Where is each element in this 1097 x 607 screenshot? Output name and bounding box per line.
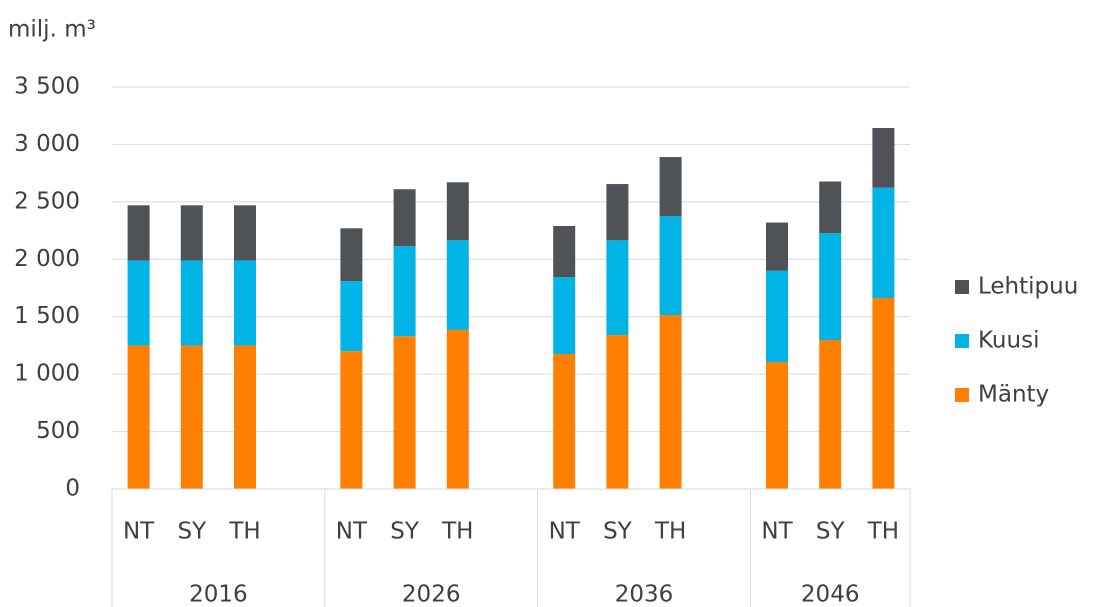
- x-tick-label: TH: [867, 519, 899, 545]
- bar-segment: [659, 216, 682, 315]
- bar-segment: [553, 225, 576, 278]
- bar-segment: [234, 205, 256, 261]
- x-tick-label: SY: [390, 519, 420, 545]
- x-tick-label: NT: [549, 519, 581, 545]
- legend-label: Kuusi: [978, 328, 1039, 354]
- bar-segment: [340, 281, 363, 352]
- group-label: 2016: [189, 582, 248, 607]
- bar-segment: [393, 189, 416, 247]
- bar-segment: [553, 277, 576, 355]
- bar-segment: [446, 329, 469, 489]
- x-tick-label: NT: [336, 519, 368, 545]
- bar-segment: [446, 240, 469, 330]
- y-axis-label: milj. m³: [8, 17, 96, 43]
- bar-segment: [819, 181, 842, 234]
- legend-label: Mänty: [978, 382, 1049, 408]
- bar-segment: [180, 205, 203, 261]
- bar-segment: [606, 240, 629, 336]
- bar-segment: [872, 187, 895, 298]
- x-tick-label: SY: [177, 519, 207, 545]
- y-tick-label: 1 000: [14, 361, 80, 387]
- bar-segment: [659, 157, 682, 217]
- x-tick-label: TH: [441, 519, 473, 545]
- bar-segment: [127, 345, 150, 489]
- bar-segment: [340, 228, 363, 282]
- bar-segment: [659, 314, 682, 489]
- x-tick-label: TH: [654, 519, 686, 545]
- bar-segment: [180, 345, 203, 489]
- bar-segment: [234, 260, 256, 346]
- legend-swatch: [955, 388, 969, 402]
- y-tick-label: 2 000: [14, 246, 80, 272]
- y-tick-label: 1 500: [14, 303, 80, 329]
- bar-segment: [872, 128, 895, 188]
- bar-segment: [606, 184, 629, 241]
- bar-segment: [446, 182, 469, 241]
- x-tick-label: TH: [228, 519, 260, 545]
- legend-label: Lehtipuu: [978, 274, 1078, 300]
- group-label: 2036: [615, 582, 674, 607]
- bar-segment: [234, 345, 256, 489]
- bar-segment: [127, 205, 150, 261]
- bar-segment: [393, 246, 416, 337]
- x-tick-label: SY: [816, 519, 846, 545]
- y-tick-label: 500: [36, 418, 80, 444]
- bar-segment: [819, 340, 842, 489]
- legend-swatch: [955, 280, 969, 294]
- group-label: 2026: [402, 582, 461, 607]
- bar-segment: [127, 260, 150, 346]
- bar-segment: [553, 354, 576, 489]
- y-tick-label: 3 000: [14, 131, 80, 157]
- bar-segment: [340, 351, 363, 489]
- y-tick-label: 3 500: [14, 74, 80, 100]
- x-tick-label: SY: [603, 519, 633, 545]
- legend-swatch: [955, 334, 969, 348]
- bar-segment: [766, 362, 788, 489]
- bar-segment: [393, 336, 416, 489]
- bar-segment: [180, 260, 203, 346]
- bar-segment: [819, 233, 842, 341]
- y-tick-label: 2 500: [14, 188, 80, 214]
- group-label: 2046: [801, 582, 860, 607]
- x-tick-label: NT: [123, 519, 155, 545]
- x-tick-label: NT: [761, 519, 793, 545]
- y-tick-label: 0: [65, 476, 80, 502]
- bar-segment: [766, 222, 788, 271]
- bar-segment: [606, 335, 629, 489]
- bar-segment: [872, 297, 895, 489]
- bar-segment: [766, 270, 788, 363]
